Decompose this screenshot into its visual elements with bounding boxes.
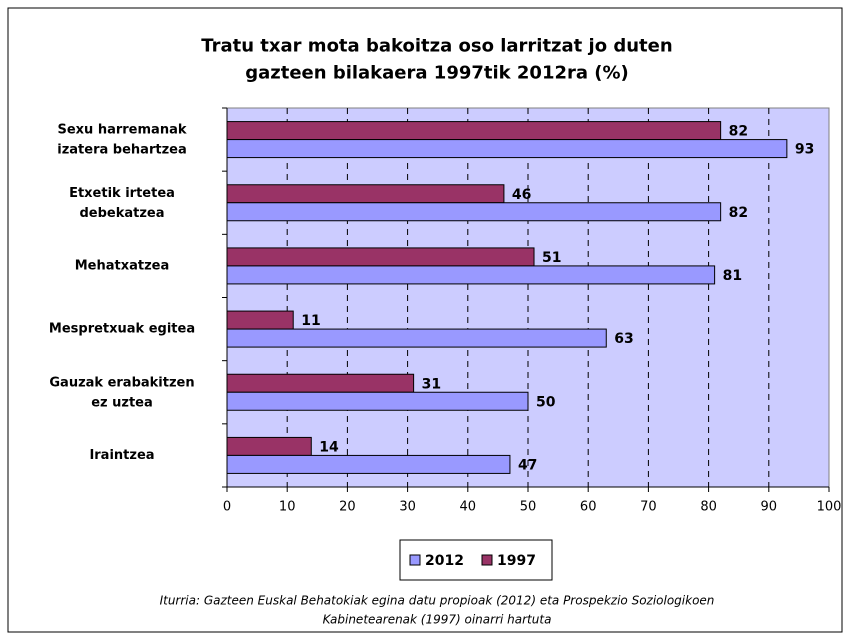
x-tick-label: 20 — [339, 500, 356, 515]
x-tick-label: 80 — [700, 500, 717, 515]
bar — [226, 202, 722, 222]
bar — [226, 373, 415, 393]
value-label: 51 — [542, 250, 561, 266]
bar — [226, 247, 535, 267]
source-note: Iturria: Gazteen Euskal Behatokiak egina… — [160, 593, 715, 626]
bar — [226, 391, 529, 411]
value-label: 31 — [422, 376, 441, 392]
value-label: 93 — [795, 142, 814, 158]
legend-box — [399, 539, 553, 581]
legend-label: 1997 — [497, 553, 536, 569]
legend-swatch — [481, 554, 493, 566]
legend-swatch — [409, 554, 421, 566]
value-label: 14 — [319, 439, 339, 455]
value-label: 50 — [536, 394, 556, 410]
x-tick-label: 100 — [817, 500, 842, 515]
x-tick-label: 30 — [399, 500, 416, 515]
value-label: 82 — [729, 124, 748, 140]
category-label: Gauzak erabakitzen ez uztea — [49, 375, 194, 410]
bar — [226, 436, 312, 456]
bar — [226, 184, 505, 204]
value-label: 47 — [518, 457, 537, 473]
bar — [226, 121, 722, 141]
x-tick-label: 10 — [279, 500, 296, 515]
x-tick-label: 40 — [460, 500, 477, 515]
legend-label: 2012 — [425, 553, 464, 569]
category-label: Etxetik irtetea debekatzea — [69, 185, 175, 220]
bar — [226, 328, 607, 348]
category-label: Mespretxuak egitea — [49, 322, 195, 337]
x-tick-label: 90 — [761, 500, 778, 515]
bar — [226, 454, 511, 474]
category-label: Iraintzea — [89, 448, 154, 463]
value-label: 81 — [723, 268, 742, 284]
category-label: Sexu harremanak izatera behartzea — [57, 122, 187, 157]
value-label: 63 — [614, 331, 633, 347]
value-label: 82 — [729, 205, 748, 221]
bar — [226, 139, 788, 159]
x-tick-label: 60 — [580, 500, 597, 515]
chart-title: Tratu txar mota bakoitza oso larritzat j… — [201, 36, 672, 84]
x-tick-label: 0 — [223, 500, 231, 515]
category-label: Mehatxatzea — [75, 258, 170, 273]
value-label: 11 — [301, 313, 320, 329]
value-label: 46 — [512, 187, 531, 203]
bar — [226, 265, 716, 285]
bar — [226, 310, 294, 330]
x-tick-label: 50 — [520, 500, 537, 515]
x-tick-label: 70 — [640, 500, 657, 515]
